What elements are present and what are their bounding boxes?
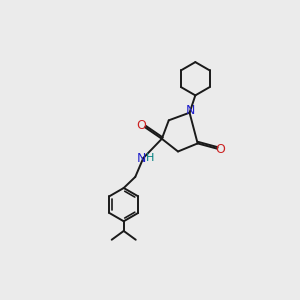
Text: O: O (136, 119, 146, 132)
Text: O: O (215, 143, 225, 156)
Text: N: N (137, 152, 146, 165)
Text: H: H (146, 153, 154, 164)
Text: N: N (186, 104, 195, 117)
